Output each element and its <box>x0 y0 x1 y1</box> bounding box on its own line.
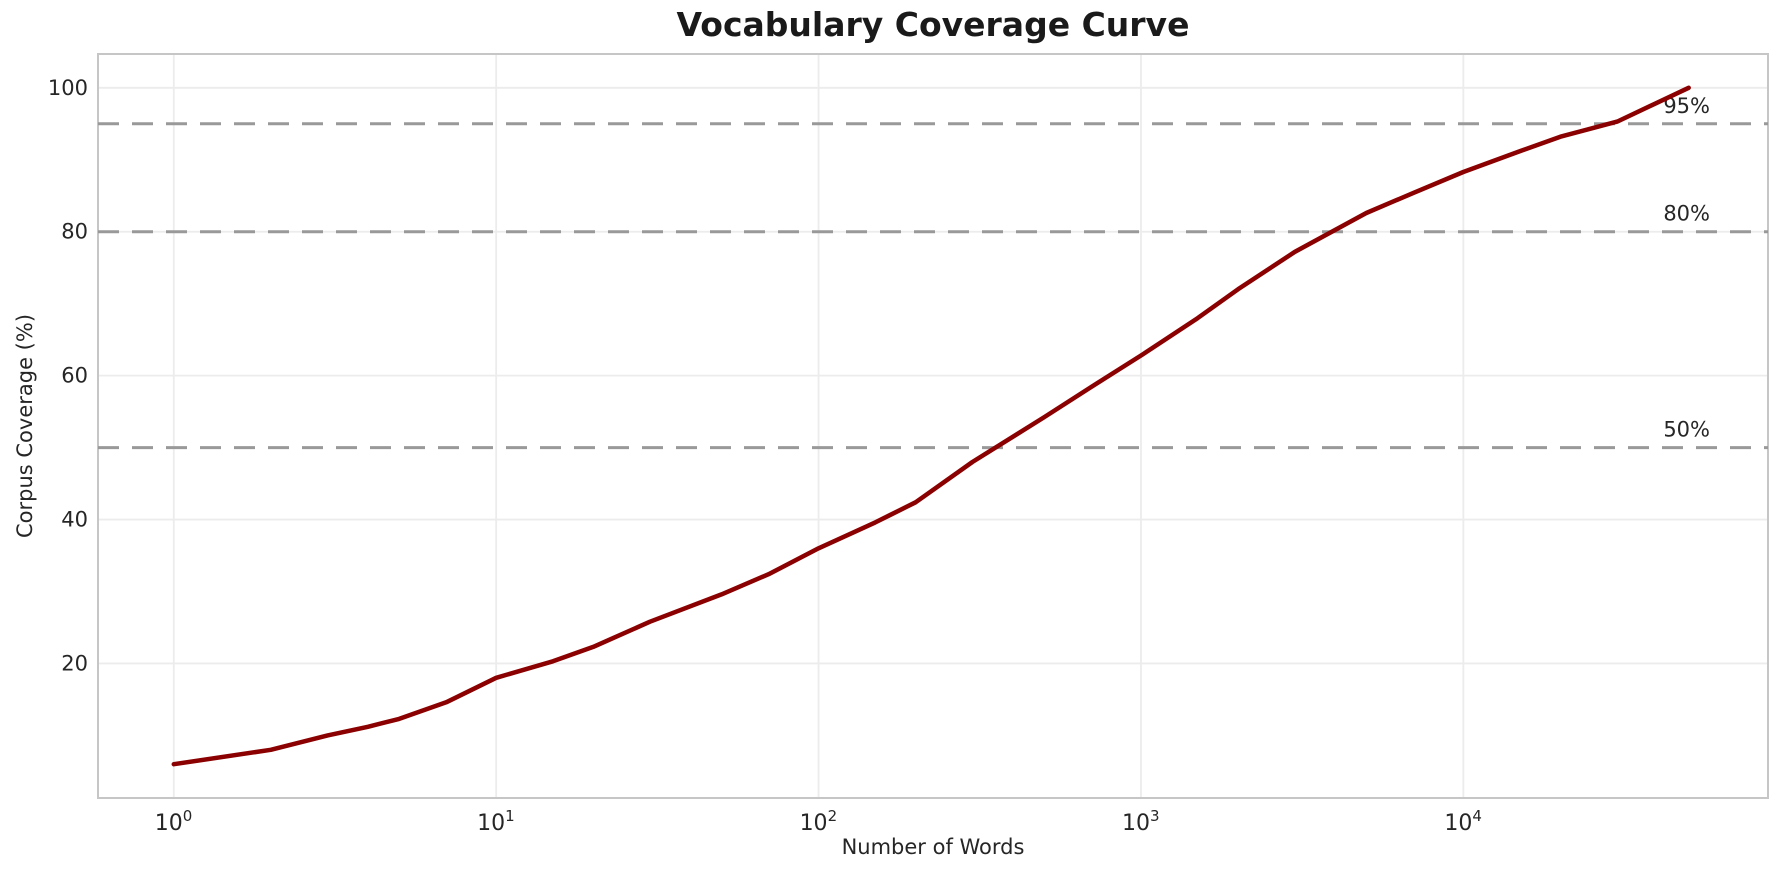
x-tick-label: 101 <box>477 807 515 836</box>
coverage-curve <box>171 85 1691 767</box>
x-tick-label: 100 <box>155 807 193 836</box>
reference-label-80: 80% <box>1663 202 1710 226</box>
y-tick-label: 60 <box>61 364 88 388</box>
chart-title: Vocabulary Coverage Curve <box>676 5 1190 44</box>
y-tick-label: 80 <box>61 220 88 244</box>
plot-border <box>97 53 1769 799</box>
x-tick-label: 102 <box>800 807 838 836</box>
y-tick-label: 40 <box>61 508 88 532</box>
y-tick-label: 20 <box>61 651 88 675</box>
y-tick-label: 100 <box>48 76 88 100</box>
x-axis-label: Number of Words <box>841 835 1025 859</box>
reference-label-50: 50% <box>1663 418 1710 442</box>
x-tick-label: 103 <box>1122 807 1160 836</box>
x-tick-label: 104 <box>1444 807 1482 836</box>
